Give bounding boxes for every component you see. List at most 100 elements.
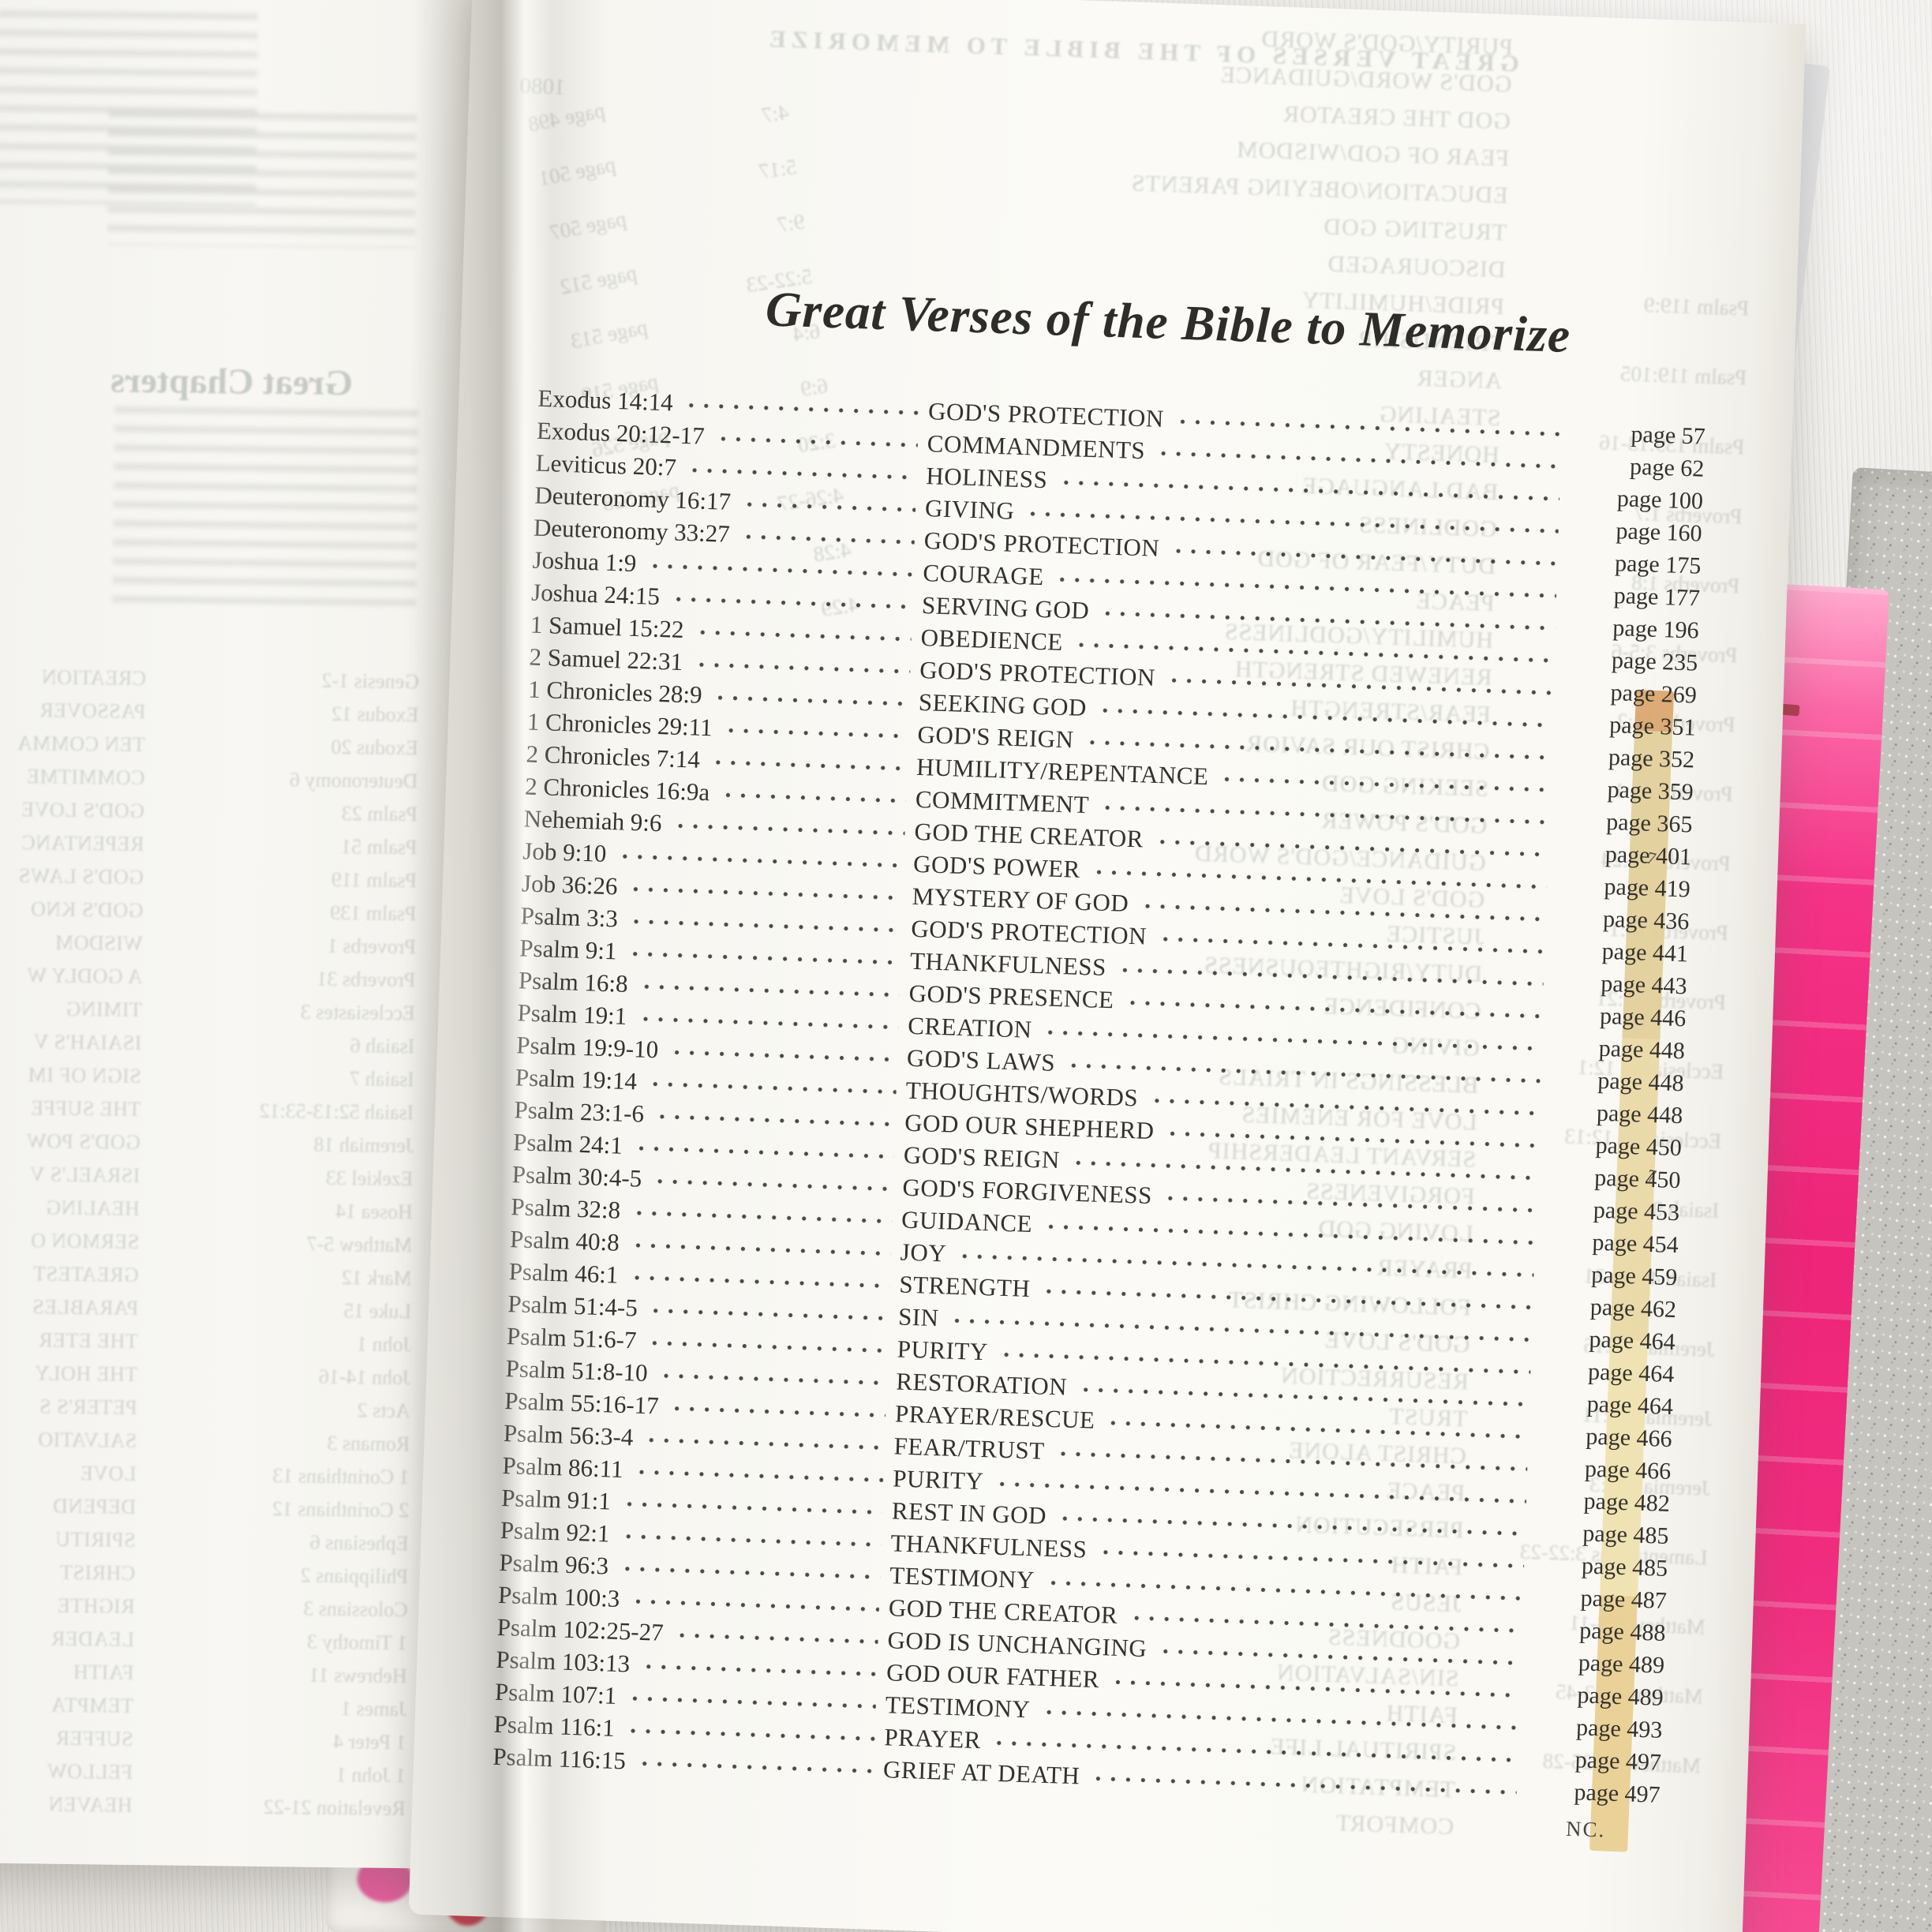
bleedthrough-line: Proverbs 31	[316, 967, 416, 992]
page-number: page 485	[1581, 1552, 1668, 1582]
dot-leader	[713, 694, 910, 708]
verse-topic: GOD'S PRESENCE	[908, 979, 1114, 1013]
bleedthrough-line: TEN COMMA	[17, 732, 146, 757]
dot-leader	[1106, 1419, 1529, 1441]
bleedthrough-line: TEMPTA	[51, 1693, 134, 1717]
dot-leader	[1125, 998, 1543, 1020]
bleedthrough-line: Hebrews 11	[309, 1663, 407, 1688]
bleedthrough-line: CREATION	[41, 665, 147, 691]
verse-topic: GIVING	[924, 493, 1015, 525]
bleedthrough-line: Psalm 119	[331, 867, 417, 893]
verse-topic: FEAR/TRUST	[893, 1431, 1046, 1465]
dot-leader	[628, 917, 902, 934]
corner-text: NC.	[1565, 1816, 1606, 1842]
dot-leader	[648, 1307, 889, 1323]
dot-leader	[1110, 1678, 1520, 1699]
page-number: page 459	[1590, 1261, 1678, 1290]
page-number: page 448	[1597, 1067, 1685, 1096]
bleedthrough-line: 1 Peter 4	[332, 1730, 406, 1754]
dot-leader	[634, 1468, 884, 1484]
dot-leader	[1166, 676, 1553, 697]
dot-leader	[674, 1631, 878, 1646]
dot-leader	[1174, 417, 1562, 438]
dot-leader	[670, 595, 913, 611]
bleedthrough-line: Psalm 51	[341, 835, 417, 859]
verse-topic: COURAGE	[922, 558, 1045, 590]
dot-leader	[638, 1015, 899, 1032]
bleedthrough-line: Genesis 1-2	[321, 668, 420, 694]
dot-leader	[647, 1339, 888, 1355]
dot-leader	[1091, 1774, 1517, 1796]
bleedthrough-left-topics: CREATION PASSOVER TEN COMMA COMMITME GOD'S L…	[0, 661, 146, 1822]
verse-reference: Psalm 3:3	[520, 900, 619, 932]
bleedthrough-line: LOVE	[80, 1462, 137, 1485]
dot-leader	[629, 1274, 890, 1290]
bleedthrough-paragraph	[112, 406, 419, 612]
verse-topic: OBEDIENCE	[920, 623, 1064, 656]
page-number: page 351	[1608, 711, 1697, 741]
dot-leader	[683, 401, 919, 417]
bleedthrough-line: 1 John 1	[335, 1763, 406, 1788]
bleedthrough-line: Philippians 2	[300, 1563, 409, 1589]
bleedthrough-line: ISRAEL'S V	[29, 1163, 140, 1188]
page-number: page 466	[1585, 1422, 1673, 1452]
verse-topic: GOD OUR FATHER	[886, 1657, 1100, 1693]
verse-reference: Joshua 1:9	[532, 545, 637, 577]
bleedthrough-line: HEAVEN	[47, 1792, 133, 1817]
bleedthrough-line: HEALING	[45, 1196, 140, 1221]
dot-leader	[1157, 935, 1545, 956]
verse-reference: Job 36:26	[521, 868, 619, 900]
bleedthrough-line: Ezekiel 33	[325, 1166, 414, 1191]
bleedthrough-line: James 1	[340, 1697, 407, 1721]
bleedthrough-line: SIGN OF IM	[28, 1063, 142, 1088]
bleedthrough-line: Isaiah 7	[350, 1067, 415, 1091]
bleedthrough-line: Colossians 3	[303, 1597, 408, 1622]
verse-topic: THANKFULNESS	[890, 1528, 1088, 1563]
dot-leader	[620, 1532, 882, 1548]
verse-reference: Psalm 23:1-6	[514, 1095, 645, 1128]
dot-leader	[627, 949, 901, 967]
dot-leader	[621, 1500, 883, 1516]
dot-leader	[741, 500, 916, 514]
page-number: page 352	[1608, 743, 1695, 773]
verse-topic: THANKFULNESS	[909, 946, 1107, 981]
page-number: page 365	[1605, 808, 1693, 838]
verse-reference: Psalm 51:6-7	[506, 1321, 638, 1354]
dot-leader	[617, 852, 904, 870]
verse-reference: Psalm 55:16-17	[504, 1386, 660, 1419]
page-number: page 464	[1587, 1358, 1675, 1387]
bleedthrough-line: Proverbs 1	[327, 934, 417, 959]
verse-topic: COMMITMENT	[915, 784, 1090, 818]
page-number: page 359	[1607, 776, 1694, 806]
page-number: page 448	[1598, 1035, 1686, 1064]
bleedthrough-paragraph	[107, 110, 417, 249]
bleedthrough-line: Mark 12	[341, 1266, 412, 1290]
verse-topic: GUIDANCE	[900, 1205, 1033, 1237]
bleedthrough-line: REPENTANC	[21, 831, 144, 856]
bleedthrough-line: WISDOM	[54, 930, 144, 956]
verse-reference: Psalm 19:14	[515, 1062, 638, 1095]
dot-leader	[647, 1080, 897, 1096]
verse-reference: 2 Chronicles 7:14	[525, 739, 701, 773]
verse-topic: CREATION	[907, 1011, 1033, 1043]
verse-reference: Psalm 32:8	[510, 1192, 621, 1224]
verse-topic: PRAYER/RESCUE	[894, 1398, 1095, 1434]
dot-leader	[1155, 449, 1561, 470]
verse-topic: GRIEF AT DEATH	[882, 1754, 1080, 1789]
verse-reference: Psalm 19:9-10	[515, 1030, 659, 1063]
verse-reference: Psalm 92:1	[500, 1515, 611, 1548]
bleedthrough-line: SPIRITU	[54, 1527, 136, 1552]
page-number: page 487	[1580, 1584, 1668, 1614]
page-number: page 401	[1604, 841, 1692, 870]
bleedthrough-line: GOD'S KNO	[30, 897, 144, 923]
verse-topic: JOY	[900, 1237, 947, 1267]
dot-leader	[636, 1759, 874, 1775]
verse-topic: THOUGHTS/WORDS	[905, 1076, 1139, 1111]
verse-topic: GOD THE CREATOR	[913, 817, 1144, 852]
bleedthrough-line: GOD'S LAWS	[18, 864, 144, 889]
verse-topic: GOD'S POWER	[912, 849, 1081, 883]
page-number: page 100	[1616, 485, 1704, 515]
page-number: page 160	[1616, 517, 1703, 547]
page-number: page 489	[1578, 1649, 1665, 1679]
